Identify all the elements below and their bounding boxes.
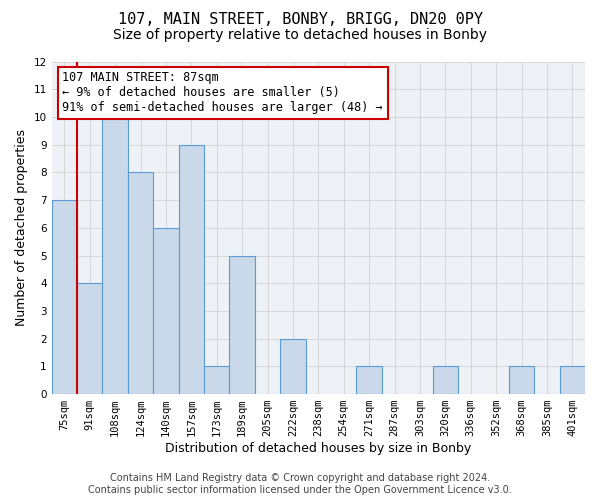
Bar [280, 338, 305, 394]
Bar [52, 200, 77, 394]
Bar [433, 366, 458, 394]
Bar [509, 366, 534, 394]
Y-axis label: Number of detached properties: Number of detached properties [15, 130, 28, 326]
Bar [77, 283, 103, 394]
Text: 107 MAIN STREET: 87sqm
← 9% of detached houses are smaller (5)
91% of semi-detac: 107 MAIN STREET: 87sqm ← 9% of detached … [62, 72, 383, 114]
Text: 107, MAIN STREET, BONBY, BRIGG, DN20 0PY: 107, MAIN STREET, BONBY, BRIGG, DN20 0PY [118, 12, 482, 28]
Bar [103, 117, 128, 394]
Bar [204, 366, 229, 394]
Bar [153, 228, 179, 394]
Bar [356, 366, 382, 394]
X-axis label: Distribution of detached houses by size in Bonby: Distribution of detached houses by size … [165, 442, 472, 455]
Bar [560, 366, 585, 394]
Bar [179, 144, 204, 394]
Bar [229, 256, 255, 394]
Bar [128, 172, 153, 394]
Text: Size of property relative to detached houses in Bonby: Size of property relative to detached ho… [113, 28, 487, 42]
Text: Contains HM Land Registry data © Crown copyright and database right 2024.
Contai: Contains HM Land Registry data © Crown c… [88, 474, 512, 495]
